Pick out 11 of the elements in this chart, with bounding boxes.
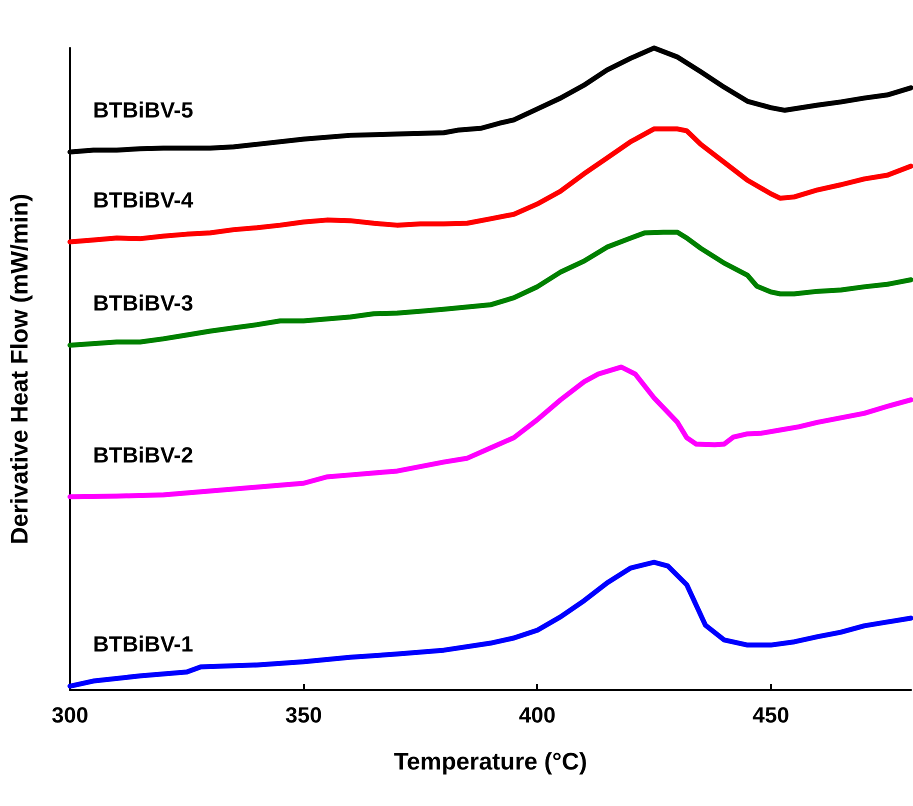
series-label: BTBiBV-1 — [93, 632, 194, 657]
x-axis-title: Temperature (°C) — [394, 748, 588, 776]
x-tick-label: 300 — [52, 702, 88, 728]
x-tick-label: 350 — [285, 702, 322, 728]
x-tick-label: 400 — [518, 702, 556, 728]
series-label: BTBiBV-5 — [93, 98, 194, 123]
series-label: BTBiBV-3 — [93, 290, 194, 316]
y-axis-title: Derivative Heat Flow (mW/min) — [6, 194, 34, 544]
series-label: BTBiBV-2 — [93, 442, 194, 468]
series-label: BTBiBV-4 — [93, 187, 194, 212]
x-tick-label: 450 — [752, 702, 790, 728]
